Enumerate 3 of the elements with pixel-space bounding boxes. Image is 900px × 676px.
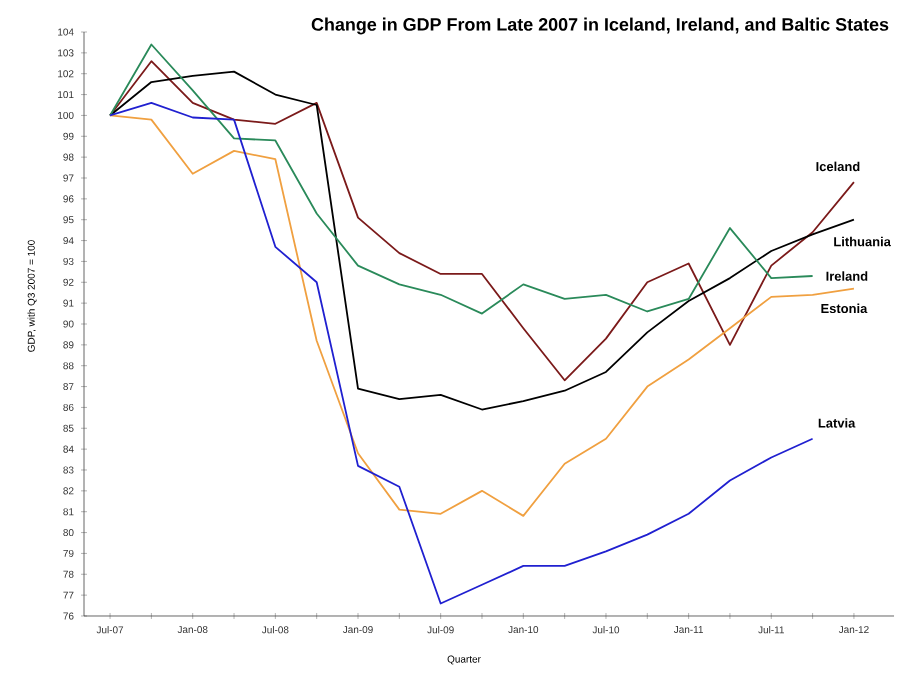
line-series xyxy=(109,43,814,315)
line-series xyxy=(109,102,814,605)
chart-title: Change in GDP From Late 2007 in Iceland, Ireland, and Baltic States xyxy=(311,17,889,35)
